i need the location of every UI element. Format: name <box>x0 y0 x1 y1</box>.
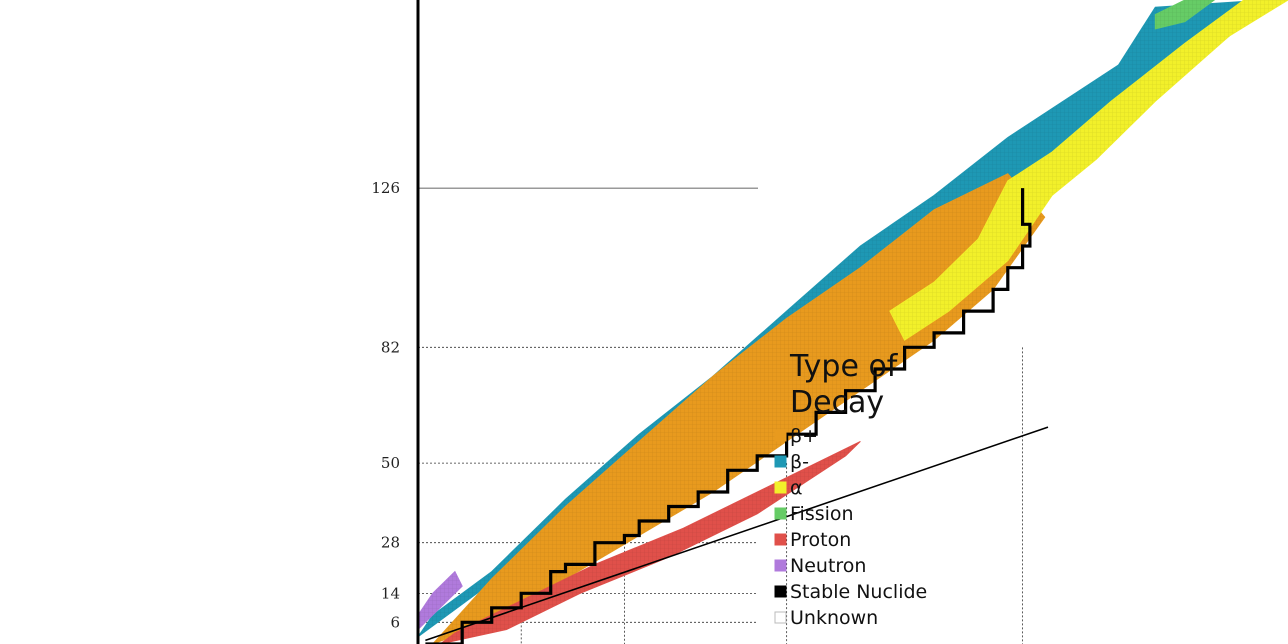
legend-swatch-beta-plus <box>774 429 787 442</box>
reference-line <box>425 426 1049 642</box>
legend-label-alpha: α <box>790 477 803 499</box>
legend-swatch-neutron <box>774 559 787 572</box>
y-tick-label-14: 14 <box>381 584 400 602</box>
legend-title-line-2: Decay <box>790 385 884 420</box>
region-texture-4 <box>418 571 463 630</box>
decay-regions <box>417 0 1288 644</box>
stable-nuclide-series <box>425 188 1032 644</box>
legend-label-beta-minus: β- <box>790 451 809 473</box>
region-texture-1 <box>432 173 1045 644</box>
y-tick-label-82: 82 <box>381 338 400 356</box>
y-tick-label-6: 6 <box>390 613 400 631</box>
legend-swatch-unknown <box>774 611 787 624</box>
y-tick-labels: 6 14 28 50 82 126 <box>371 179 400 631</box>
legend-label-stable-nuclide: Stable Nuclide <box>790 581 927 603</box>
y-tick-label-126: 126 <box>371 179 400 197</box>
legend-swatch-proton <box>774 533 787 546</box>
region-texture-2 <box>889 0 1288 341</box>
reference-line-group <box>425 426 1049 642</box>
legend-swatch-beta-minus <box>774 455 787 468</box>
stable-nuclide-line <box>425 188 1032 644</box>
legend-label-fission: Fission <box>790 503 854 525</box>
legend-label-proton: Proton <box>790 529 851 551</box>
y-tick-label-28: 28 <box>381 534 400 552</box>
legend-label-beta-plus: β+ <box>790 425 818 447</box>
legend-title-line-1: Type of <box>789 349 899 384</box>
legend-label-neutron: Neutron <box>790 555 866 577</box>
legend-swatch-stable-nuclide <box>774 585 787 598</box>
legend-label-unknown: Unknown <box>790 607 878 629</box>
legend: Type of Decay β+ β-α Fission Proton Neutron S… <box>774 349 927 629</box>
legend-swatch-fission <box>774 507 787 520</box>
region-texture-5 <box>1155 0 1215 29</box>
legend-swatch-alpha <box>774 481 787 494</box>
y-tick-label-50: 50 <box>381 454 400 472</box>
